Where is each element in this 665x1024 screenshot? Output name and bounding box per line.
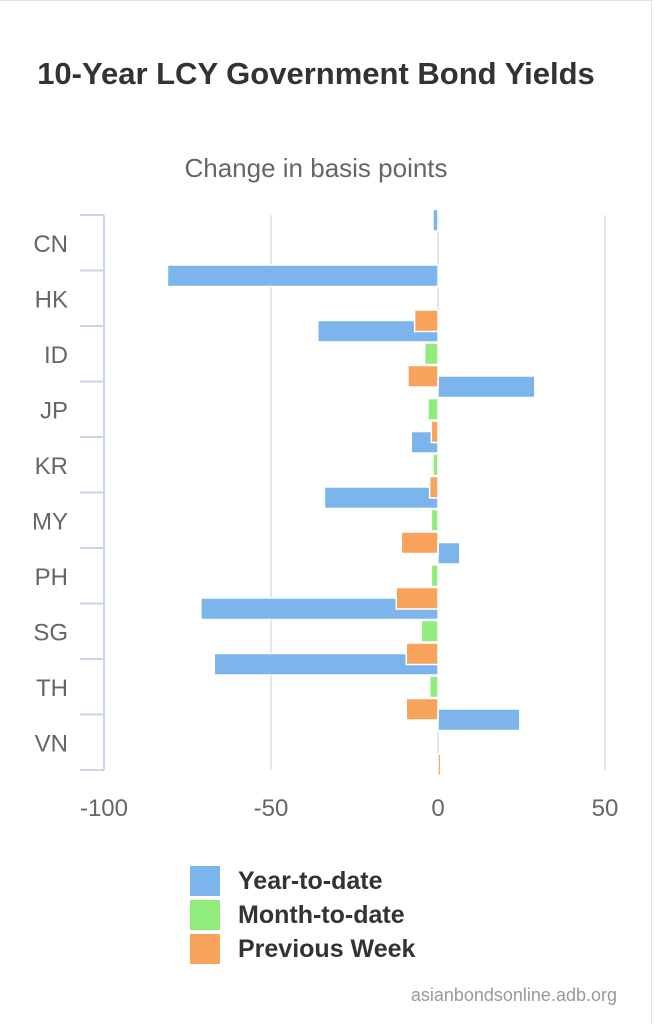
- bar-previous-week-kr: [428, 475, 439, 499]
- x-tick-label-1: -50: [254, 795, 289, 822]
- bar-previous-week-id: [407, 364, 439, 388]
- category-label-th: TH: [36, 675, 68, 702]
- bar-year-to-date-vn: [437, 708, 521, 732]
- x-tick-label-2: 0: [431, 795, 444, 822]
- bar-month-to-date-sg: [420, 619, 439, 643]
- chart-title: 10-Year LCY Government Bond Yields: [37, 56, 595, 91]
- bar-previous-week-jp: [430, 420, 439, 444]
- legend-swatch-previous-week: [190, 934, 220, 964]
- x-tick-label-3: 50: [592, 795, 619, 822]
- bar-month-to-date-ph: [430, 564, 439, 588]
- legend-item-month-to-date[interactable]: Month-to-date: [190, 898, 415, 932]
- bar-previous-week-sg: [405, 642, 439, 666]
- x-tick-label-0: -100: [80, 795, 128, 822]
- category-label-sg: SG: [33, 619, 68, 646]
- category-label-cn: CN: [33, 231, 68, 258]
- bar-previous-week-my: [400, 531, 439, 555]
- bar-previous-week-hk: [413, 309, 439, 333]
- legend-item-year-to-date[interactable]: Year-to-date: [190, 864, 415, 898]
- bar-previous-week-ph: [395, 586, 439, 610]
- bar-year-to-date-hk: [166, 264, 439, 288]
- legend-swatch-year-to-date: [190, 866, 220, 896]
- legend-label-year-to-date: Year-to-date: [238, 866, 383, 895]
- legend-item-previous-week[interactable]: Previous Week: [190, 932, 415, 966]
- bar-month-to-date-kr: [432, 453, 439, 477]
- legend-swatch-month-to-date: [190, 900, 220, 930]
- category-label-my: MY: [32, 508, 68, 535]
- bar-month-to-date-jp: [427, 397, 439, 421]
- category-label-kr: KR: [35, 453, 68, 480]
- legend-label-month-to-date: Month-to-date: [238, 900, 405, 929]
- category-label-id: ID: [44, 342, 68, 369]
- bar-previous-week-th: [405, 697, 439, 721]
- category-label-ph: PH: [35, 564, 68, 591]
- bar-month-to-date-my: [430, 508, 439, 532]
- chart-subtitle: Change in basis points: [184, 153, 448, 183]
- credit-link[interactable]: asianbondsonline.adb.org: [410, 985, 617, 1005]
- bar-year-to-date-jp: [437, 375, 536, 399]
- bar-month-to-date-th: [428, 675, 439, 699]
- chart-plot: CN HK ID JP KR MY PH SG TH VN -100 -50 0 50: [32, 208, 619, 822]
- bar-previous-week-vn: [437, 753, 442, 777]
- bar-year-to-date-th: [213, 652, 439, 676]
- legend: Year-to-date Month-to-date Previous Week: [190, 864, 415, 966]
- bar-year-to-date-my: [323, 486, 439, 510]
- bar-year-to-date-cn: [432, 208, 439, 232]
- legend-label-previous-week: Previous Week: [238, 934, 416, 963]
- bar-month-to-date-id: [423, 342, 439, 366]
- category-label-hk: HK: [35, 286, 68, 313]
- category-label-jp: JP: [40, 397, 68, 424]
- bar-year-to-date-ph: [437, 541, 461, 565]
- category-label-vn: VN: [35, 730, 68, 757]
